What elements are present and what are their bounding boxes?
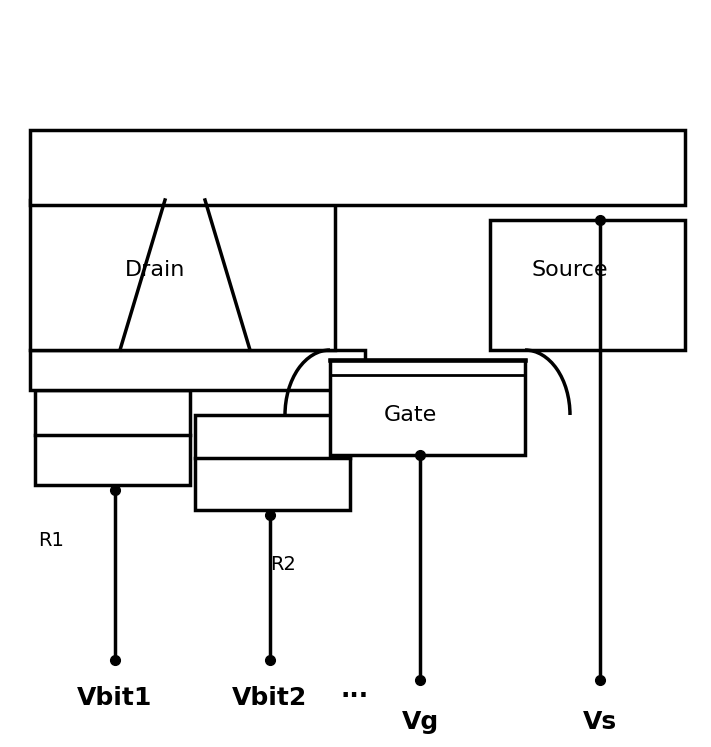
Text: Gate: Gate [383,405,437,425]
Text: R1: R1 [38,530,64,550]
Text: ...: ... [341,678,369,702]
Text: Source: Source [532,260,608,280]
Bar [195,415,350,510]
Text: Vbit1: Vbit1 [77,686,153,710]
Text: Vbit2: Vbit2 [232,686,308,710]
Text: Vs: Vs [583,710,617,734]
Text: R2: R2 [270,556,296,574]
Bar [35,390,190,485]
Bar [30,130,685,205]
Bar [30,200,335,350]
Text: Drain: Drain [125,260,185,280]
Bar [490,220,685,350]
Bar [330,360,525,455]
Bar [30,350,365,390]
Text: Vg: Vg [402,710,439,734]
